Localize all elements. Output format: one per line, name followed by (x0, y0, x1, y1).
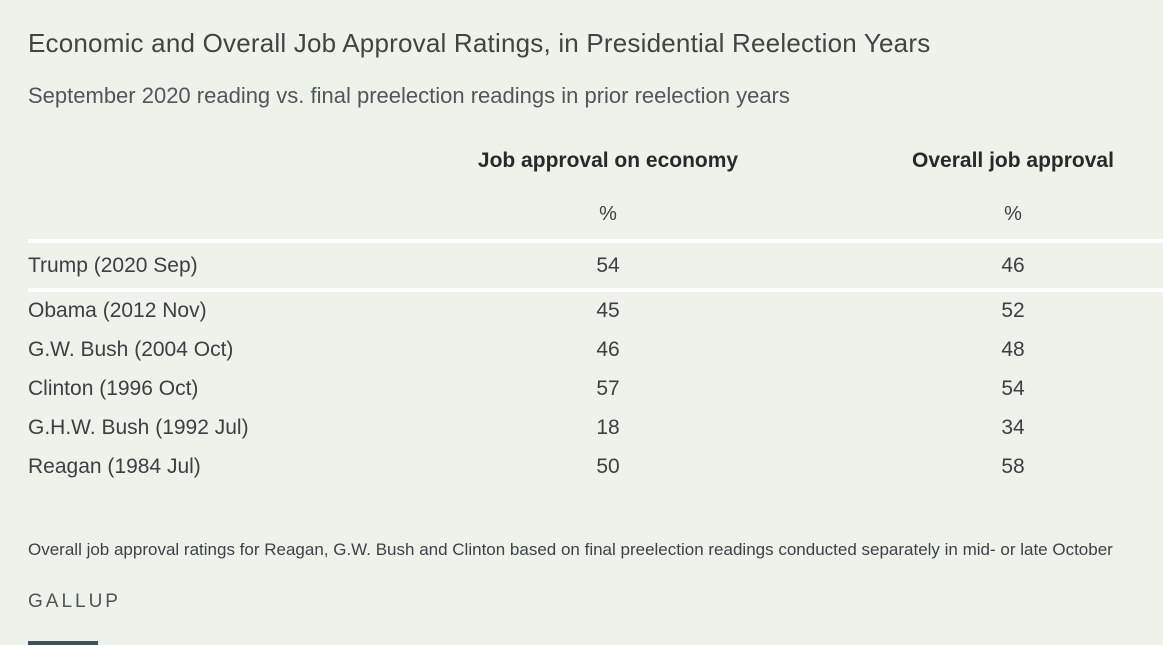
current-reading-section: Trump (2020 Sep) 54 46 (28, 243, 1163, 288)
unit-overall: % (1004, 203, 1022, 225)
table-row: G.H.W. Bush (1992 Jul) 18 34 (28, 408, 1163, 447)
economy-value: 46 (596, 338, 620, 362)
header-divider (28, 239, 1163, 243)
economy-value: 45 (596, 299, 620, 323)
overall-value: 58 (1001, 454, 1025, 478)
overall-value: 52 (1001, 299, 1025, 323)
table-unit-row: % % (28, 203, 1163, 226)
page-subtitle: September 2020 reading vs. final preelec… (28, 83, 790, 108)
footnote: Overall job approval ratings for Reagan,… (28, 539, 1113, 559)
unit-economy: % (599, 203, 617, 225)
economy-value: 18 (596, 415, 620, 439)
col-header-overall: Overall job approval (912, 149, 1114, 172)
overall-value: 48 (1001, 338, 1025, 362)
page-title: Economic and Overall Job Approval Rating… (28, 28, 931, 58)
row-label: G.W. Bush (2004 Oct) (28, 338, 234, 362)
current-prior-divider (28, 288, 1163, 292)
overall-value: 46 (1001, 253, 1025, 277)
economy-value: 54 (596, 253, 620, 277)
row-label: Trump (2020 Sep) (28, 253, 198, 277)
gallup-wordmark: GALLUP (28, 590, 121, 612)
table-header-row: Job approval on economy Overall job appr… (28, 149, 1163, 173)
overall-value: 34 (1001, 415, 1025, 439)
overall-value: 54 (1001, 376, 1025, 400)
economy-value: 57 (596, 376, 620, 400)
row-label: G.H.W. Bush (1992 Jul) (28, 415, 249, 439)
table-row: Trump (2020 Sep) 54 46 (28, 243, 1163, 288)
row-label: Obama (2012 Nov) (28, 299, 207, 323)
row-label: Reagan (1984 Jul) (28, 454, 201, 478)
col-header-economy: Job approval on economy (477, 149, 739, 172)
row-label: Clinton (1996 Oct) (28, 376, 199, 400)
table-row: G.W. Bush (2004 Oct) 46 48 (28, 331, 1163, 370)
economy-value: 50 (596, 454, 620, 478)
table-row: Obama (2012 Nov) 45 52 (28, 292, 1163, 331)
prior-readings-section: Obama (2012 Nov) 45 52 G.W. Bush (2004 O… (28, 292, 1163, 486)
table-row: Clinton (1996 Oct) 57 54 (28, 370, 1163, 409)
table-row: Reagan (1984 Jul) 50 58 (28, 447, 1163, 486)
cropped-element-top-edge (28, 641, 98, 645)
